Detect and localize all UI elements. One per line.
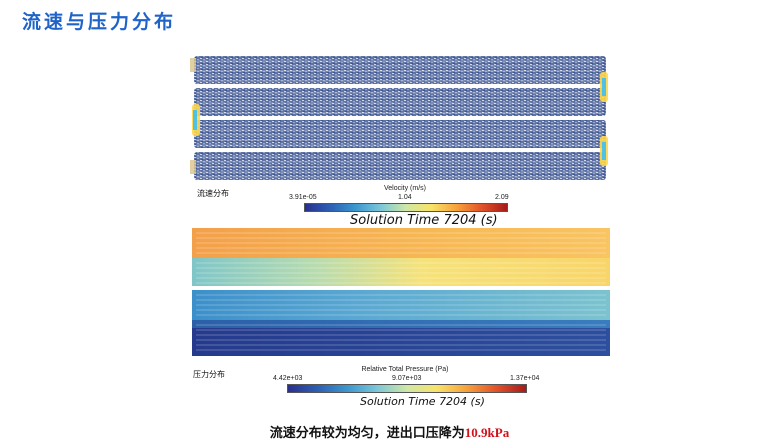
velocity-solution-time: Solution Time 7204 (s)	[350, 213, 498, 228]
conclusion-highlight: 10.9kPa	[464, 425, 510, 440]
page-title: 流速与压力分布	[22, 11, 177, 33]
velocity-contour-svg	[190, 56, 608, 180]
pressure-side-label: 压力分布	[193, 370, 225, 379]
pressure-solution-time: Solution Time 7204 (s)	[360, 395, 485, 408]
velocity-bands	[194, 56, 606, 180]
pressure-contour-image	[192, 228, 610, 356]
velocity-contour-image	[188, 52, 612, 185]
pressure-colorbar-title: Relative Total Pressure (Pa)	[361, 366, 449, 373]
velocity-tick-mid: 1.04	[398, 194, 412, 201]
conclusion-main: 流速分布较为均匀，进出口压降为	[269, 426, 465, 441]
pressure-tick-mid: 9.07e+03	[392, 375, 422, 382]
conclusion-text: 流速分布较为均匀，进出口压降为10.9kPa	[0, 422, 779, 441]
velocity-tick-max: 2.09	[495, 194, 509, 201]
pressure-contour-svg	[192, 228, 610, 356]
pressure-colorbar	[287, 384, 527, 393]
velocity-side-label: 流速分布	[197, 189, 229, 198]
velocity-tick-min: 3.91e-05	[289, 194, 317, 201]
pressure-tick-min: 4.42e+03	[273, 375, 303, 382]
pressure-tick-max: 1.37e+04	[510, 375, 540, 382]
velocity-colorbar-title: Velocity (m/s)	[383, 185, 426, 192]
velocity-colorbar	[304, 203, 508, 212]
